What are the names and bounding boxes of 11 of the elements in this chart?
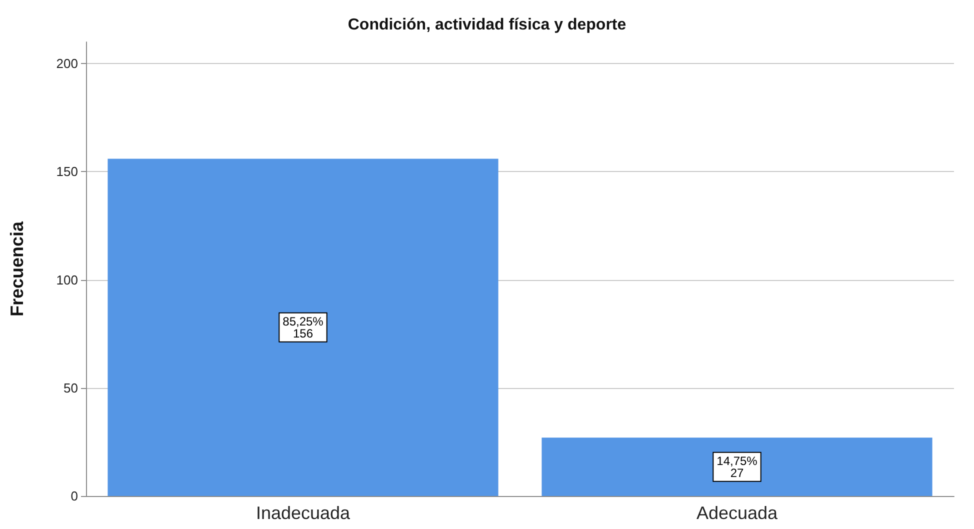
x-tick-label: Adecuada [696, 503, 779, 523]
data-label: 14,75% 27 [716, 454, 758, 480]
y-tick-label: 100 [56, 272, 78, 288]
y-tick-label: 0 [70, 488, 78, 504]
y-axis-title: Frecuencia [7, 220, 27, 317]
data-label: 85,25% 156 [282, 314, 324, 340]
chart-title: Condición, actividad física y deporte [348, 16, 626, 34]
x-tick-label: Inadecuada [256, 503, 352, 523]
y-tick-label: 200 [56, 56, 78, 72]
y-tick-label: 50 [64, 380, 78, 396]
y-tick-label: 150 [56, 164, 78, 180]
